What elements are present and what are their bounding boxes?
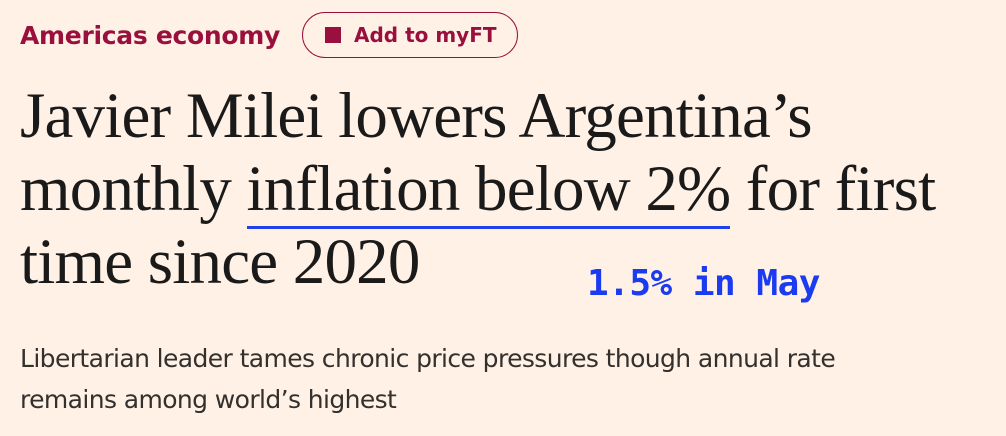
headline-text-before: monthly [20,153,247,225]
annotation-note: 1.5% in May [587,263,820,304]
square-icon [325,27,341,43]
standfirst: Libertarian leader tames chronic price p… [20,338,990,420]
headline-line-1: Javier Milei lowers Argentina’s [20,80,813,152]
headline-text-after: for first [730,153,936,225]
highlighted-phrase: inflation below 2% [246,153,731,229]
section-link[interactable]: Americas economy [20,20,280,50]
add-to-myft-button[interactable]: Add to myFT [302,12,518,58]
standfirst-line-2: remains among world’s highest [20,385,397,414]
article-topbar: Americas economy Add to myFT [20,12,518,58]
headline: Javier Milei lowers Argentina’s monthly … [20,80,990,299]
headline-line-2: monthly inflation below 2% for first [20,153,990,229]
headline-line-3: time since 2020 [20,226,420,298]
standfirst-line-1: Libertarian leader tames chronic price p… [20,344,836,373]
add-to-myft-label: Add to myFT [354,23,497,47]
